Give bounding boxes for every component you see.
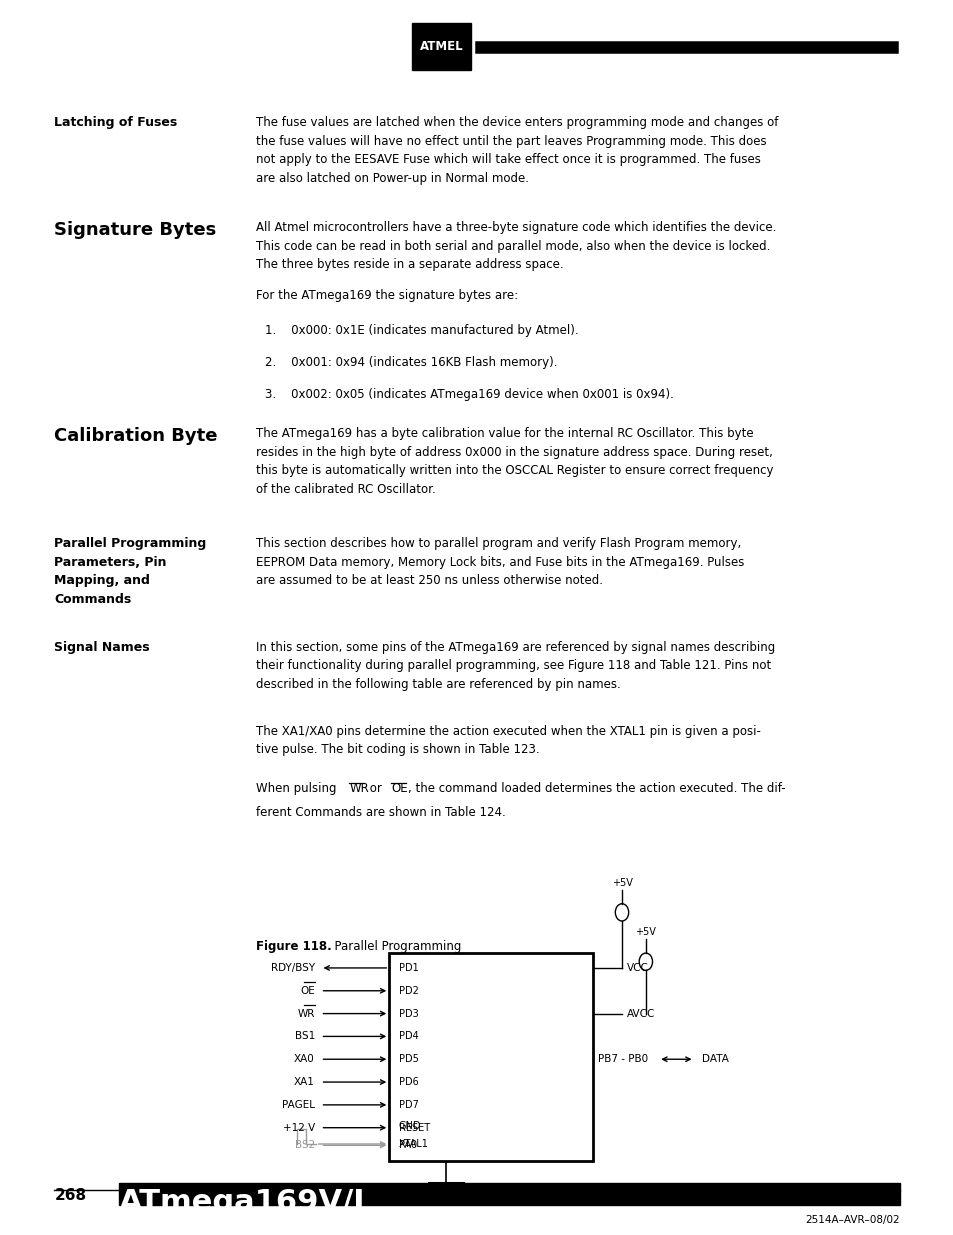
Text: All Atmel microcontrollers have a three-byte signature code which identifies the: All Atmel microcontrollers have a three-… — [255, 221, 775, 270]
Text: ferent Commands are shown in Table 124.: ferent Commands are shown in Table 124. — [255, 806, 505, 820]
Text: AVCC: AVCC — [626, 1009, 655, 1019]
Text: GND: GND — [398, 1121, 421, 1131]
Text: This section describes how to parallel program and verify Flash Program memory,
: This section describes how to parallel p… — [255, 537, 743, 587]
Text: BS2: BS2 — [294, 1140, 314, 1150]
Text: Calibration Byte: Calibration Byte — [54, 427, 217, 446]
Text: PD2: PD2 — [398, 986, 418, 995]
Text: or: or — [366, 782, 386, 795]
Text: DATA: DATA — [701, 1055, 728, 1065]
Text: VCC: VCC — [626, 963, 648, 973]
Text: PB7 - PB0: PB7 - PB0 — [598, 1055, 648, 1065]
Text: , the command loaded determines the action executed. The dif-: , the command loaded determines the acti… — [408, 782, 785, 795]
Text: PD3: PD3 — [398, 1009, 418, 1019]
Text: Signal Names: Signal Names — [54, 641, 150, 655]
Text: The ATmega169 has a byte calibration value for the internal RC Oscillator. This : The ATmega169 has a byte calibration val… — [255, 427, 772, 495]
Text: XA1: XA1 — [294, 1077, 314, 1087]
Text: OE: OE — [391, 782, 407, 795]
Bar — [119, 1183, 899, 1205]
FancyBboxPatch shape — [412, 23, 471, 70]
Text: PD5: PD5 — [398, 1055, 418, 1065]
Text: 2.    0x001: 0x94 (indicates 16KB Flash memory).: 2. 0x001: 0x94 (indicates 16KB Flash mem… — [265, 356, 558, 369]
Text: +12 V: +12 V — [282, 1123, 314, 1132]
Text: RESET: RESET — [398, 1123, 430, 1132]
Text: OE: OE — [300, 986, 314, 995]
Text: +5V: +5V — [635, 927, 656, 937]
Text: PAGEL: PAGEL — [281, 1100, 314, 1110]
Text: Parallel Programming
Parameters, Pin
Mapping, and
Commands: Parallel Programming Parameters, Pin Map… — [54, 537, 207, 605]
Text: WR: WR — [297, 1009, 314, 1019]
Text: +5V: +5V — [611, 878, 632, 888]
Text: BS1: BS1 — [294, 1031, 314, 1041]
Text: The fuse values are latched when the device enters programming mode and changes : The fuse values are latched when the dev… — [255, 116, 778, 184]
Text: PD6: PD6 — [398, 1077, 418, 1087]
Text: RDY/BSY: RDY/BSY — [271, 963, 314, 973]
Text: PD1: PD1 — [398, 963, 418, 973]
Text: Parallel Programming: Parallel Programming — [327, 940, 461, 953]
Text: 268: 268 — [54, 1188, 87, 1203]
Text: Figure 118.: Figure 118. — [255, 940, 331, 953]
Text: Signature Bytes: Signature Bytes — [54, 221, 216, 240]
Text: The XA1/XA0 pins determine the action executed when the XTAL1 pin is given a pos: The XA1/XA0 pins determine the action ex… — [255, 725, 760, 757]
Bar — [389, 953, 593, 1161]
Text: 1.    0x000: 0x1E (indicates manufactured by Atmel).: 1. 0x000: 0x1E (indicates manufactured b… — [265, 324, 578, 337]
Text: XA0: XA0 — [294, 1055, 314, 1065]
Text: For the ATmega169 the signature bytes are:: For the ATmega169 the signature bytes ar… — [255, 289, 517, 303]
Text: In this section, some pins of the ATmega169 are referenced by signal names descr: In this section, some pins of the ATmega… — [255, 641, 774, 690]
Text: WR: WR — [349, 782, 369, 795]
Text: ATmega169V/L: ATmega169V/L — [119, 1188, 374, 1216]
Text: PD4: PD4 — [398, 1031, 418, 1041]
Text: Latching of Fuses: Latching of Fuses — [54, 116, 177, 130]
Text: PA0: PA0 — [398, 1140, 416, 1150]
Text: 3.    0x002: 0x05 (indicates ATmega169 device when 0x001 is 0x94).: 3. 0x002: 0x05 (indicates ATmega169 devi… — [265, 388, 674, 401]
Text: 2514A–AVR–08/02: 2514A–AVR–08/02 — [804, 1215, 899, 1225]
Text: PD7: PD7 — [398, 1100, 418, 1110]
Text: When pulsing: When pulsing — [255, 782, 339, 795]
Text: ATMEL: ATMEL — [419, 41, 463, 53]
Text: XTAL1: XTAL1 — [398, 1139, 428, 1149]
